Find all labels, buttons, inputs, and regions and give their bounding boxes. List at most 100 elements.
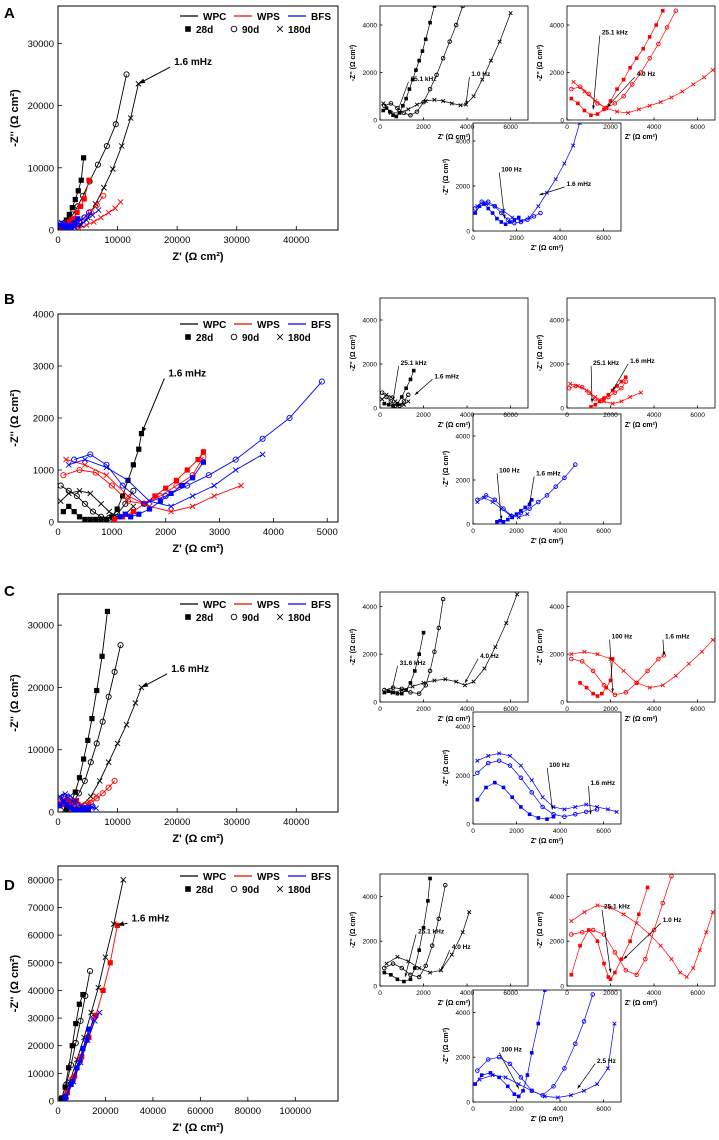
marker-square [660, 8, 665, 13]
marker-circle [590, 927, 596, 933]
marker-cross [610, 401, 615, 406]
marker-cross [109, 166, 116, 172]
marker-cross [710, 68, 715, 73]
marker-cross [384, 961, 389, 966]
marker-cross [673, 673, 678, 678]
marker-circle [105, 784, 112, 791]
y-tick-label: 20000 [28, 101, 54, 112]
marker-cross [678, 970, 683, 975]
marker-cross [58, 498, 64, 505]
marker-circle [388, 101, 394, 106]
series-line [571, 639, 714, 689]
marker-cross [493, 644, 498, 650]
marker-circle [81, 214, 88, 221]
x-tick-label: 1000 [101, 527, 122, 538]
y-tick-label: 4000 [550, 604, 565, 611]
annotation-arrowhead [138, 78, 146, 84]
marker-circle [623, 690, 629, 695]
marker-cross [211, 482, 218, 489]
annotation-arrow [612, 363, 629, 391]
annotation-label: 1.6 mHz [567, 181, 592, 188]
marker-square [495, 520, 499, 524]
marker-cross [699, 649, 705, 654]
marker-square [610, 388, 615, 393]
y-tick-label: 0 [560, 406, 564, 413]
legend-age-label: 90d [242, 885, 259, 896]
x-tick-label: 100000 [279, 1106, 311, 1117]
series-line [384, 594, 518, 693]
marker-square [634, 56, 639, 61]
marker-cross [658, 100, 663, 105]
marker-circle [496, 1054, 502, 1060]
marker-square [654, 23, 659, 27]
series-line [60, 485, 134, 519]
x-tick-label: 2000 [603, 124, 618, 131]
data-area [473, 123, 582, 227]
marker-circle [518, 775, 524, 780]
annotation-label: 1.6 mHz [132, 913, 170, 924]
annotation-arrow [404, 934, 417, 978]
marker-cross [401, 402, 407, 407]
x-axis-label: Z' (Ω cm²) [531, 538, 564, 545]
marker-square [529, 1050, 534, 1055]
y-tick-label: 30000 [28, 39, 54, 50]
marker-square [402, 979, 406, 984]
marker-cross [507, 753, 513, 758]
marker-square [595, 112, 600, 116]
chart-d-inset-wps: 0 2000 4000 6000 0 2000 4000 Z' (Ω cm²) -Z'' (Ω … [537, 873, 716, 1007]
x-axis-label: Z' (Ω cm²) [625, 134, 658, 141]
marker-square [413, 669, 417, 673]
annotation-arrowhead [440, 966, 444, 971]
marker-square [595, 694, 600, 698]
marker-cross [584, 388, 589, 393]
marker-cross [701, 75, 707, 80]
panel-letter-d: D [4, 877, 15, 894]
marker-square [417, 652, 421, 656]
marker-circle [112, 121, 119, 128]
marker-cross [95, 984, 102, 991]
marker-square [64, 225, 70, 230]
marker-cross [388, 110, 394, 115]
series-wpc-180d [380, 392, 411, 407]
marker-circle [380, 390, 385, 395]
annotation-arrowhead [502, 214, 506, 219]
y-tick-label: 0 [49, 1097, 54, 1108]
marker-square [184, 467, 190, 473]
data-area [569, 8, 715, 118]
legend-series-label: WPC [203, 600, 226, 611]
marker-circle [643, 956, 648, 962]
marker-square [64, 806, 70, 812]
marker-circle [93, 740, 100, 747]
marker-square [157, 498, 163, 504]
marker-square [421, 630, 426, 635]
x-tick-label: 6000 [690, 412, 705, 419]
marker-circle [318, 378, 325, 385]
marker-square [527, 812, 532, 817]
series-line [384, 599, 444, 695]
marker-square [498, 518, 503, 523]
series-line [477, 994, 594, 1096]
marker-circle [408, 690, 413, 695]
series-bfs-90d [475, 758, 600, 819]
marker-square [394, 114, 399, 119]
marker-circle [669, 874, 674, 879]
marker-cross [86, 799, 92, 805]
plot-frame [472, 122, 622, 232]
x-tick-label: 0 [471, 828, 475, 835]
marker-square [486, 206, 491, 211]
chart-a-inset-wpc: 0 2000 4000 6000 0 2000 4000 Z' (Ω cm²) -Z'' (Ω … [350, 5, 529, 141]
marker-square [82, 516, 88, 522]
y-tick-label: 2000 [363, 939, 378, 946]
marker-cross [614, 109, 620, 114]
x-tick-label: 4000 [553, 828, 568, 835]
marker-circle [81, 777, 88, 784]
marker-square [473, 1082, 477, 1086]
y-tick-label: 2000 [550, 70, 565, 77]
x-tick-label: 6000 [596, 828, 611, 835]
marker-square [586, 928, 591, 932]
marker-cross [460, 930, 465, 935]
marker-square [423, 37, 428, 42]
annotation-label: 1.6 mHz [434, 373, 459, 380]
marker-circle [89, 803, 96, 810]
marker-cross [89, 212, 96, 218]
